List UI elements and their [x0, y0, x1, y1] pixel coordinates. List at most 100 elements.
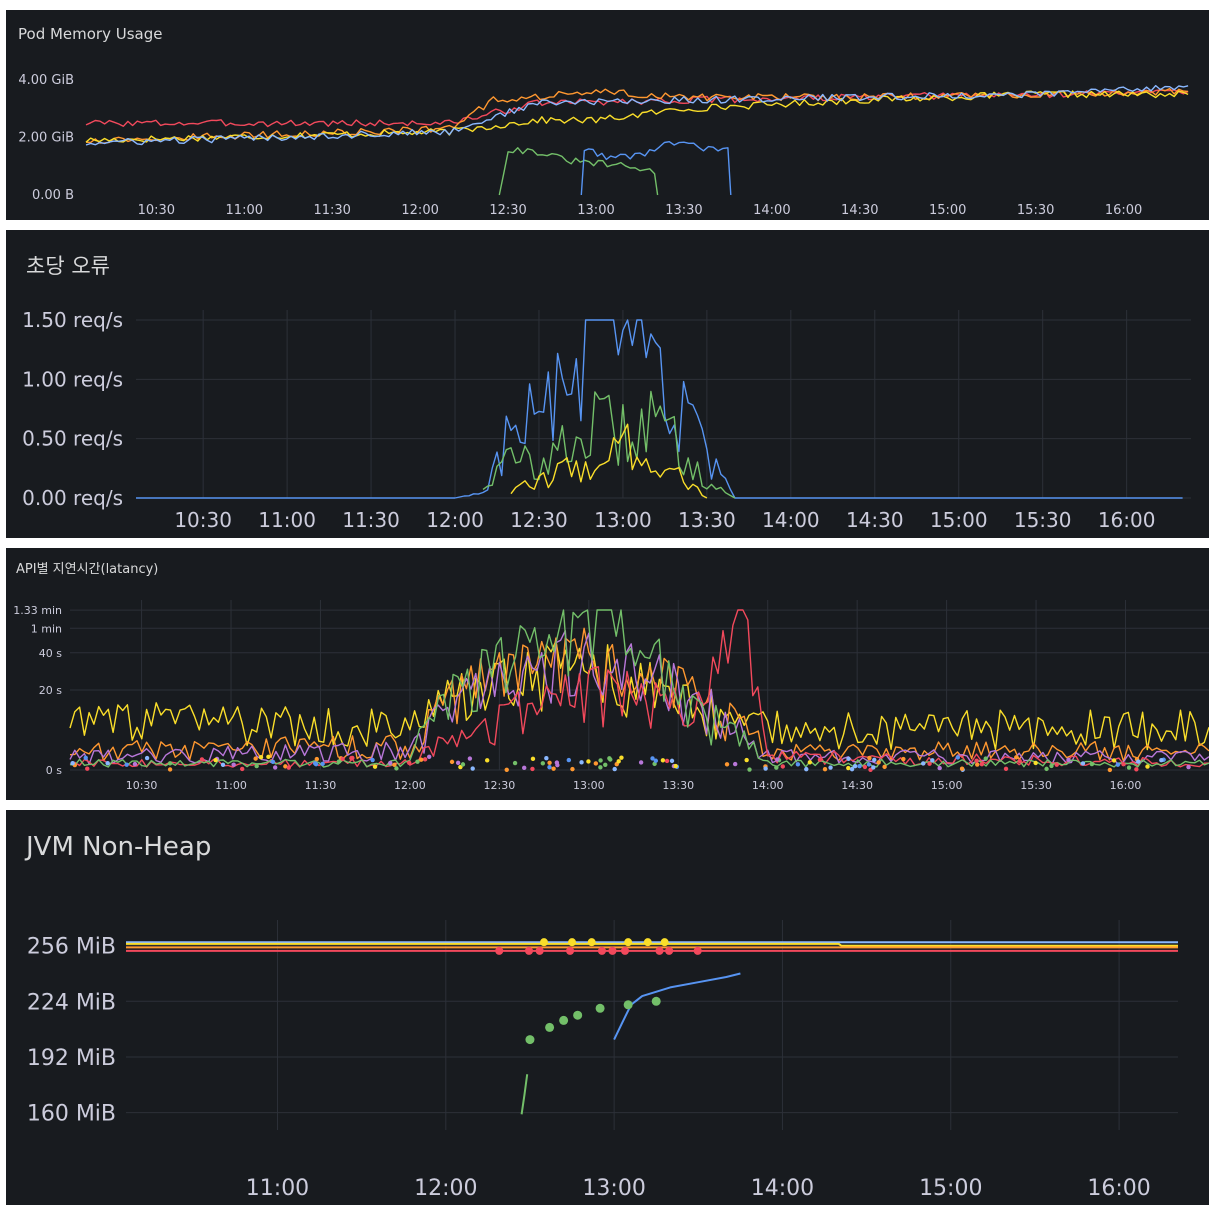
x-tick-label: 12:30: [484, 779, 516, 792]
data-point: [651, 996, 661, 1006]
x-tick-label: 10:30: [126, 779, 158, 792]
data-point: [882, 764, 887, 770]
data-point: [522, 765, 527, 771]
data-point: [660, 938, 669, 947]
pod-memory-chart: 4.00 GiB 2.00 GiB 0.00 B 10:30 11:00 11:30 12:…: [18, 73, 1189, 218]
plot-area: 256 MiB 224 MiB 192 MiB 160 MiB 11:00 12:00 13…: [27, 920, 1178, 1201]
data-point: [598, 765, 603, 770]
data-point: [643, 938, 652, 947]
data-point: [732, 761, 738, 767]
data-point: [1033, 760, 1038, 766]
data-point: [422, 757, 428, 762]
data-point: [85, 766, 90, 771]
series-line-yellow: [510, 423, 708, 499]
x-tick-label: 14:30: [841, 779, 873, 792]
x-tick-label: 13:30: [662, 779, 694, 792]
data-point: [612, 766, 617, 772]
data-point: [544, 756, 549, 761]
series-line-purple: [69, 630, 1209, 766]
data-point: [455, 760, 461, 766]
data-point: [470, 766, 475, 771]
data-point: [665, 946, 674, 955]
data-point: [418, 757, 424, 762]
data-point: [828, 765, 833, 770]
data-point: [530, 766, 535, 772]
y-tick-label: 160 MiB: [27, 1102, 116, 1127]
api-latency-panel[interactable]: API별 지연시간(latancy) 1.33 min 1 min 40 s 20 s…: [6, 548, 1209, 800]
x-tick-label: 15:00: [931, 779, 963, 792]
pod-memory-panel[interactable]: Pod Memory Usage 4.00 GiB 2.00 GiB 0.00 B 1…: [6, 10, 1209, 220]
panel-title: Pod Memory Usage: [18, 25, 163, 43]
data-point: [570, 766, 575, 772]
data-point: [669, 758, 675, 764]
data-point: [484, 758, 490, 763]
data-point: [350, 755, 355, 761]
errors-per-second-panel[interactable]: 초당 오류 1.50 req/s 1.00 req/s 0.50 req/s 0.00…: [6, 230, 1209, 538]
y-tick-label: 1.50 req/s: [22, 308, 123, 332]
x-tick-label: 16:00: [1098, 508, 1156, 532]
y-tick-label: 20 s: [39, 684, 62, 697]
x-tick-label: 13:00: [573, 779, 605, 792]
data-point: [780, 764, 786, 769]
series-line-green: [498, 147, 659, 196]
data-point: [775, 757, 780, 762]
x-tick-label: 11:30: [305, 779, 337, 792]
data-point: [616, 759, 621, 764]
data-point: [144, 755, 150, 761]
data-point: [747, 767, 752, 772]
data-point: [930, 758, 935, 763]
data-point: [394, 766, 399, 771]
x-tick-label: 12:30: [510, 508, 568, 532]
data-point: [320, 761, 325, 767]
data-point: [1014, 755, 1019, 760]
series-line-yellow: [69, 640, 1209, 751]
data-point: [286, 765, 291, 770]
x-tick-label: 13:30: [678, 508, 736, 532]
data-point: [524, 946, 533, 955]
series-line-light_blue: [85, 84, 1189, 146]
data-point: [551, 766, 556, 771]
data-point: [272, 765, 278, 770]
data-point: [673, 763, 678, 769]
y-tick-label: 0.00 B: [32, 188, 74, 203]
data-point: [460, 762, 466, 767]
api-latency-chart: 1.33 min 1 min 40 s 20 s 0 s 10:30 11:00 11:30 1…: [13, 600, 1209, 792]
data-point: [660, 758, 666, 763]
x-tick-label: 12:00: [401, 203, 438, 218]
y-tick-label: 4.00 GiB: [18, 73, 74, 88]
x-tick-label: 13:00: [582, 1176, 645, 1201]
data-point: [83, 755, 88, 760]
data-point: [240, 766, 245, 772]
data-point: [258, 755, 264, 760]
data-point: [983, 756, 988, 761]
data-point: [623, 1000, 633, 1010]
series-line-blue: [136, 319, 1183, 499]
x-tick-label: 10:30: [174, 508, 232, 532]
data-point: [407, 760, 412, 766]
data-point: [388, 760, 393, 766]
data-point: [1111, 758, 1117, 763]
data-point: [804, 766, 809, 772]
data-point: [167, 761, 173, 766]
plot-area: 4.00 GiB 2.00 GiB 0.00 B 10:30 11:00 11:30 12:…: [18, 73, 1189, 218]
data-point: [1003, 766, 1009, 771]
x-tick-label: 13:00: [594, 508, 652, 532]
data-point: [525, 1035, 535, 1045]
data-point: [638, 760, 644, 765]
series-line-green: [69, 609, 1209, 768]
data-point: [1121, 762, 1126, 767]
x-tick-label: 15:00: [919, 1176, 982, 1201]
data-point: [1145, 764, 1150, 769]
series-line-green: [482, 390, 736, 499]
jvm-non-heap-panel[interactable]: JVM Non-Heap 256 MiB 224 MiB 192 MiB 160 Mi…: [6, 810, 1209, 1205]
data-point: [336, 759, 342, 764]
y-tick-label: 1.33 min: [13, 604, 62, 617]
data-point: [608, 946, 617, 955]
data-point: [314, 756, 320, 762]
data-point: [566, 757, 572, 763]
x-tick-label: 15:00: [930, 508, 988, 532]
data-point: [620, 946, 629, 955]
y-tick-label: 1.00 req/s: [22, 367, 123, 391]
data-point: [504, 767, 509, 773]
data-point: [415, 759, 420, 764]
